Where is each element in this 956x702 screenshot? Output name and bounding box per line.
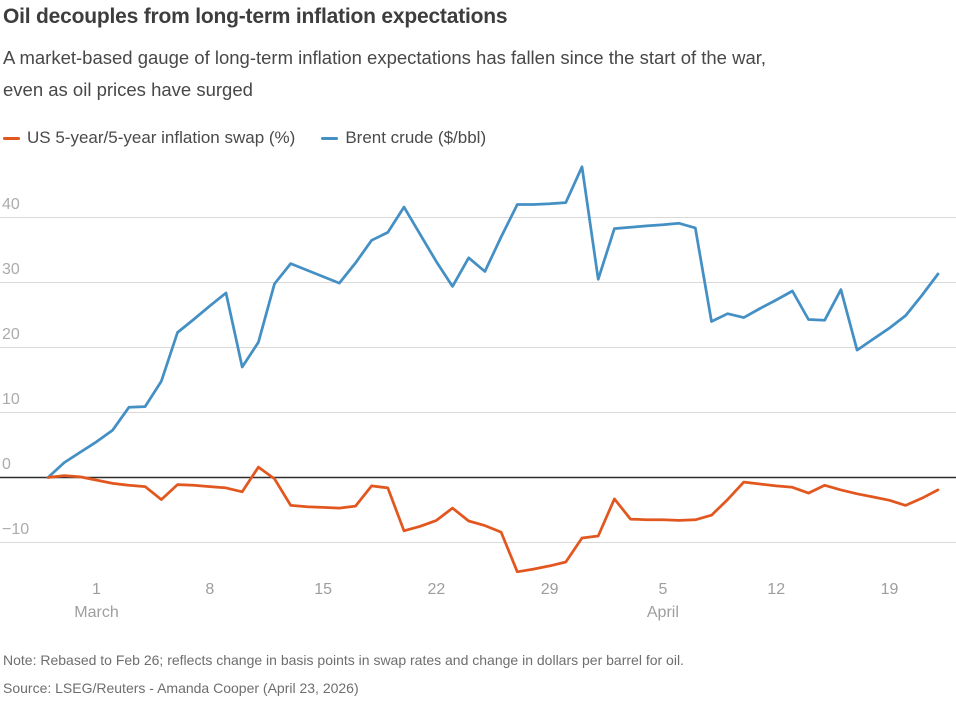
x-tick-label: 29 xyxy=(540,581,559,598)
y-tick-label: 20 xyxy=(2,325,20,343)
x-month-label: April xyxy=(646,604,679,621)
x-tick-label: 5 xyxy=(658,581,668,598)
legend-label-swap: US 5-year/5-year inflation swap (%) xyxy=(27,128,296,147)
swap-series-swatch xyxy=(3,136,20,140)
chart-title: Oil decouples from long-term inflation e… xyxy=(3,5,508,28)
legend-label-brent: Brent crude ($/bbl) xyxy=(345,128,487,147)
y-tick-label: −10 xyxy=(2,520,30,538)
y-tick-label: 40 xyxy=(2,195,20,213)
x-tick-label: 1 xyxy=(92,581,101,598)
chart-subtitle-line-2: even as oil prices have surged xyxy=(3,79,253,100)
swap-series-line xyxy=(46,465,940,574)
legend: US 5-year/5-year inflation swap (%) Bren… xyxy=(3,128,486,148)
legend-item-brent: Brent crude ($/bbl) xyxy=(321,128,486,148)
brent-series-swatch xyxy=(321,136,339,140)
chart-note: Note: Rebased to Feb 26; reflects change… xyxy=(3,652,684,668)
y-tick-label: 10 xyxy=(2,390,20,408)
y-tick-label: 0 xyxy=(2,455,11,473)
legend-item-swap: US 5-year/5-year inflation swap (%) xyxy=(3,128,295,148)
y-tick-label: 30 xyxy=(2,260,20,278)
brent-series-line xyxy=(46,165,940,479)
x-tick-label: 22 xyxy=(427,581,446,598)
chart-source: Source: LSEG/Reuters - Amanda Cooper (Ap… xyxy=(3,680,359,696)
x-tick-label: 12 xyxy=(767,581,786,598)
x-tick-label: 8 xyxy=(205,581,215,598)
x-tick-label: 19 xyxy=(880,581,899,598)
chart-subtitle-line-1: A market-based gauge of long-term inflat… xyxy=(3,47,767,68)
x-tick-label: 15 xyxy=(314,581,332,598)
x-month-label: March xyxy=(74,604,119,621)
